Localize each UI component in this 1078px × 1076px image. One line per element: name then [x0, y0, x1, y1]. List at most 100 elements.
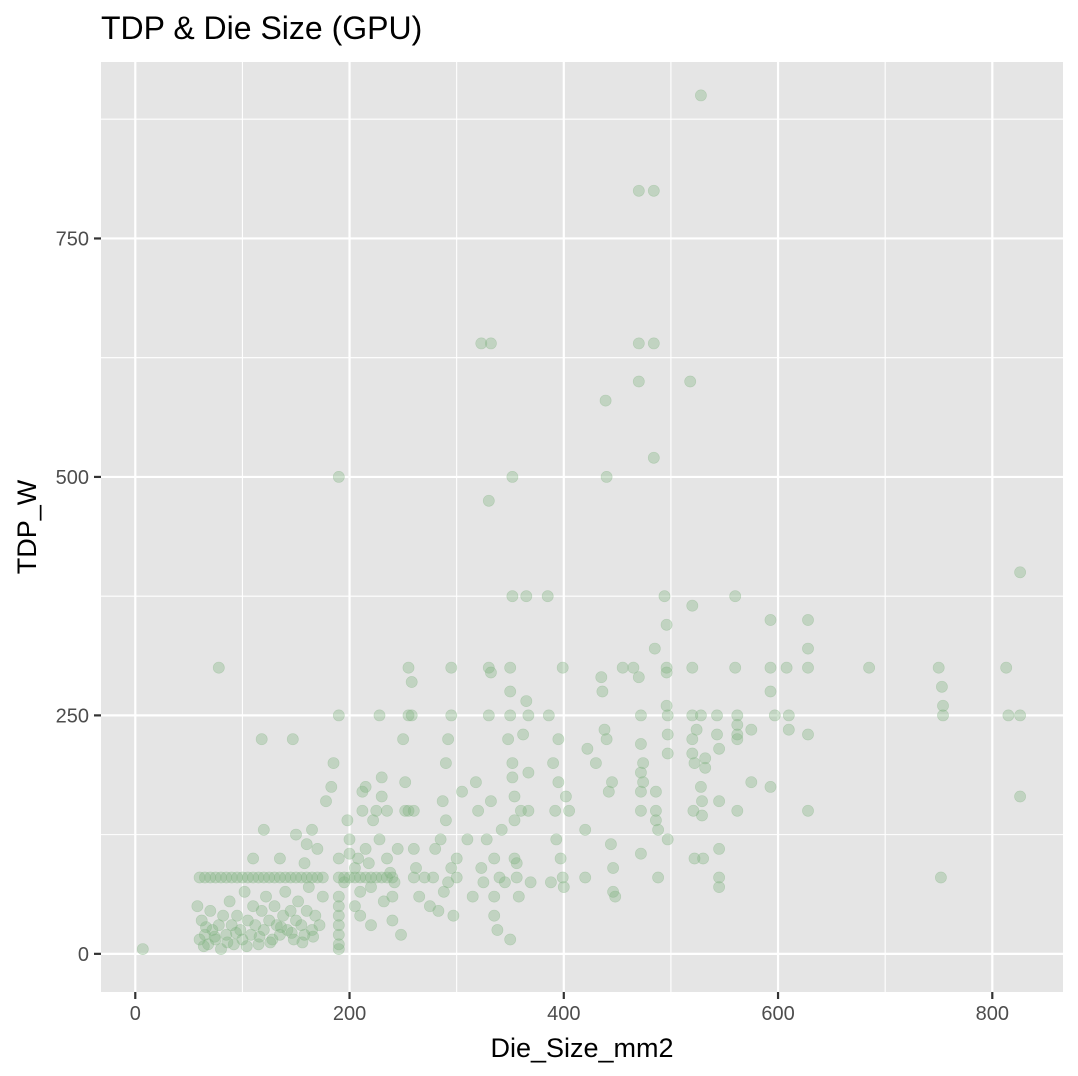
data-point — [354, 885, 367, 898]
y-axis: 0 250 500 750 — [56, 228, 101, 966]
data-point — [388, 876, 401, 889]
data-point — [517, 728, 529, 741]
data-point — [607, 862, 619, 874]
data-point — [606, 776, 618, 789]
data-point — [506, 757, 519, 769]
data-point — [386, 890, 399, 903]
data-point — [212, 919, 225, 932]
data-point — [365, 919, 377, 932]
data-point — [249, 919, 262, 932]
data-point — [423, 900, 436, 913]
data-point — [402, 661, 415, 674]
data-point — [136, 943, 149, 955]
data-point — [193, 871, 206, 884]
data-point — [365, 871, 377, 884]
data-point — [437, 885, 450, 898]
data-point — [552, 733, 565, 746]
data-point — [247, 871, 259, 884]
data-point — [432, 905, 445, 917]
data-point — [332, 900, 345, 913]
data-point — [300, 871, 313, 884]
data-point — [247, 900, 259, 913]
data-point — [284, 905, 297, 917]
data-point — [484, 795, 497, 808]
data-point — [348, 871, 361, 884]
data-point — [508, 814, 521, 827]
data-point — [445, 709, 458, 722]
data-point — [313, 919, 326, 932]
data-point — [447, 909, 460, 922]
data-point — [332, 852, 345, 865]
data-point — [502, 733, 514, 746]
data-point — [1014, 566, 1026, 579]
data-point — [223, 895, 236, 908]
data-point — [696, 795, 708, 808]
data-point — [407, 871, 420, 884]
data-point — [241, 914, 254, 927]
data-point — [225, 871, 238, 884]
data-point — [204, 871, 217, 884]
data-point — [635, 847, 647, 860]
data-point — [332, 928, 345, 941]
data-point — [506, 771, 519, 784]
data-point — [686, 733, 699, 746]
data-point — [281, 924, 294, 936]
data-point — [191, 900, 204, 913]
data-point — [292, 895, 304, 908]
data-point — [711, 728, 723, 741]
data-point — [508, 852, 521, 865]
data-point — [217, 909, 229, 922]
data-point — [632, 184, 645, 197]
data-point — [332, 890, 345, 903]
data-point — [493, 871, 506, 884]
data-point — [407, 843, 420, 855]
data-point — [506, 590, 519, 603]
data-point — [296, 936, 309, 949]
data-point — [660, 618, 673, 631]
data-point — [208, 930, 221, 943]
data-point — [552, 776, 565, 789]
data-point — [484, 337, 497, 350]
data-point — [802, 804, 814, 817]
data-point — [652, 871, 664, 884]
data-point — [541, 590, 554, 603]
data-point — [307, 930, 319, 943]
data-point — [616, 661, 629, 674]
x-tick-label: 600 — [761, 1003, 794, 1025]
data-point — [354, 909, 367, 922]
data-point — [402, 709, 415, 722]
data-point — [660, 661, 673, 674]
data-point — [399, 804, 412, 817]
data-point — [557, 881, 570, 893]
data-point — [236, 871, 249, 884]
data-point — [354, 871, 367, 884]
data-points — [136, 89, 1026, 955]
data-point — [660, 666, 673, 679]
data-point — [209, 933, 222, 946]
data-point — [316, 871, 329, 884]
data-point — [436, 795, 449, 808]
data-point — [512, 890, 525, 903]
data-point — [1002, 709, 1015, 722]
data-point — [260, 890, 272, 903]
data-point — [632, 375, 645, 388]
data-point — [475, 862, 488, 874]
data-point — [764, 685, 777, 698]
data-point — [381, 871, 393, 884]
data-point — [367, 814, 379, 827]
data-point — [365, 881, 377, 893]
data-point — [377, 895, 390, 908]
data-point — [936, 680, 948, 693]
data-point — [220, 928, 233, 941]
data-point — [635, 785, 647, 798]
y-tick-label: 0 — [78, 944, 89, 966]
data-point — [332, 470, 345, 483]
data-point — [434, 833, 447, 846]
data-point — [482, 494, 495, 507]
x-axis: 0 200 400 600 800 — [130, 992, 1009, 1025]
data-point — [491, 924, 504, 936]
data-point — [429, 843, 442, 855]
data-point — [563, 804, 575, 817]
data-point — [600, 470, 613, 483]
